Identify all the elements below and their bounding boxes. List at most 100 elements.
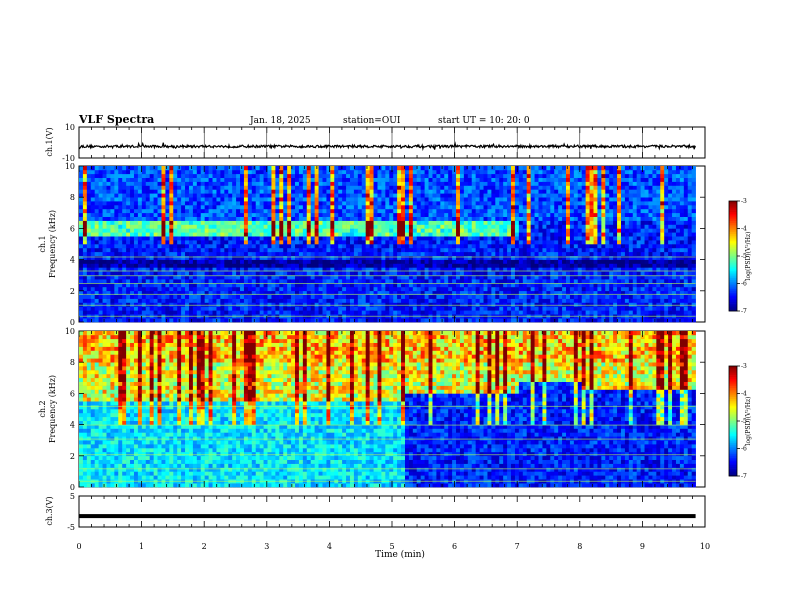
spectrogram-cell [460, 178, 464, 182]
spectrogram-cell [307, 264, 311, 268]
spectrogram-cell [268, 228, 272, 232]
spectrogram-cell [539, 248, 543, 252]
spectrogram-cell [177, 189, 181, 193]
spectrogram-cell [432, 232, 436, 236]
spectrogram-cell [460, 201, 464, 205]
spectrogram-cell [377, 186, 381, 190]
spectrogram-cell [287, 174, 291, 178]
spectrogram-cell [271, 166, 275, 170]
spectrogram-cell [531, 178, 535, 182]
spectrogram-cell [546, 299, 550, 303]
spectrogram-cell [476, 244, 480, 248]
spectrogram-cell [122, 225, 126, 229]
spectrogram-cell [558, 213, 562, 217]
spectrogram-cell [130, 299, 134, 303]
spectrogram-cell [311, 228, 315, 232]
spectrogram-cell [201, 310, 205, 314]
spectrogram-cell [99, 279, 103, 283]
spectrogram-cell [354, 174, 358, 178]
spectrogram-cell [523, 166, 527, 170]
spectrogram-cell [99, 318, 103, 322]
spectrogram-cell [118, 221, 122, 225]
spectrogram-cell [134, 193, 138, 197]
spectrogram-cell [468, 256, 472, 260]
spectrogram-cell [248, 174, 252, 178]
spectrogram-cell [389, 166, 393, 170]
spectrogram-cell [511, 166, 515, 170]
spectrogram-cell [480, 178, 484, 182]
spectrogram-cell [370, 318, 374, 322]
spectrogram-cell [401, 252, 405, 256]
spectrogram-cell [295, 260, 299, 264]
spectrogram-cell [110, 310, 114, 314]
spectrogram-cell [275, 310, 279, 314]
spectrogram-cell [99, 209, 103, 213]
spectrogram-cell [374, 287, 378, 291]
spectrogram-cell [106, 287, 110, 291]
spectrogram-cell [142, 182, 146, 186]
spectrogram-cell [342, 295, 346, 299]
spectrogram-cell [484, 303, 488, 307]
spectrogram-cell [173, 209, 177, 213]
spectrogram-cell [381, 240, 385, 244]
spectrogram-cell [503, 228, 507, 232]
spectrogram-cell [401, 271, 405, 275]
spectrogram-cell [150, 252, 154, 256]
spectrogram-cell [452, 178, 456, 182]
spectrogram-cell [236, 228, 240, 232]
spectrogram-cell [185, 256, 189, 260]
spectrogram-cell [546, 318, 550, 322]
spectrogram-cell [401, 287, 405, 291]
spectrogram-cell [440, 178, 444, 182]
spectrogram-cell [173, 213, 177, 217]
spectrogram-cell [103, 244, 107, 248]
spectrogram-cell [558, 236, 562, 240]
spectrogram-cell [350, 252, 354, 256]
spectrogram-cell [106, 170, 110, 174]
spectrogram-cell [432, 186, 436, 190]
spectrogram-cell [114, 205, 118, 209]
spectrogram-cell [385, 240, 389, 244]
spectrogram-cell [173, 170, 177, 174]
spectrogram-cell [527, 318, 531, 322]
spectrogram-cell [393, 236, 397, 240]
spectrogram-cell [201, 256, 205, 260]
spectrogram-cell [487, 166, 491, 170]
spectrogram-cell [216, 248, 220, 252]
spectrogram-cell [358, 213, 362, 217]
spectrogram-cell [205, 189, 209, 193]
spectrogram-cell [366, 197, 370, 201]
spectrogram-cell [252, 256, 256, 260]
spectrogram-cell [346, 205, 350, 209]
spectrogram-cell [468, 271, 472, 275]
spectrogram-cell [173, 295, 177, 299]
spectrogram-cell [220, 310, 224, 314]
spectrogram-cell [209, 201, 213, 205]
spectrogram-cell [138, 279, 142, 283]
spectrogram-cell [91, 174, 95, 178]
spectrogram-cell [106, 174, 110, 178]
spectrogram-cell [350, 221, 354, 225]
spectrogram-cell [268, 306, 272, 310]
spectrogram-cell [338, 189, 342, 193]
spectrogram-cell [472, 240, 476, 244]
spectrogram-cell [362, 228, 366, 232]
spectrogram-cell [562, 197, 566, 201]
spectrogram-cell [275, 209, 279, 213]
spectrogram-cell [554, 310, 558, 314]
spectrogram-cell [425, 189, 429, 193]
spectrogram-cell [169, 170, 173, 174]
spectrogram-cell [362, 264, 366, 268]
spectrogram-cell [440, 228, 444, 232]
spectrogram-cell [519, 217, 523, 221]
spectrogram-cell [158, 244, 162, 248]
spectrogram-cell [220, 264, 224, 268]
spectrogram-cell [91, 201, 95, 205]
spectrogram-cell [491, 189, 495, 193]
spectrogram-cell [307, 170, 311, 174]
spectrogram-cell [154, 170, 158, 174]
spectrogram-cell [181, 197, 185, 201]
spectrogram-cell [169, 174, 173, 178]
spectrogram-cell [271, 295, 275, 299]
spectrogram-cell [232, 303, 236, 307]
